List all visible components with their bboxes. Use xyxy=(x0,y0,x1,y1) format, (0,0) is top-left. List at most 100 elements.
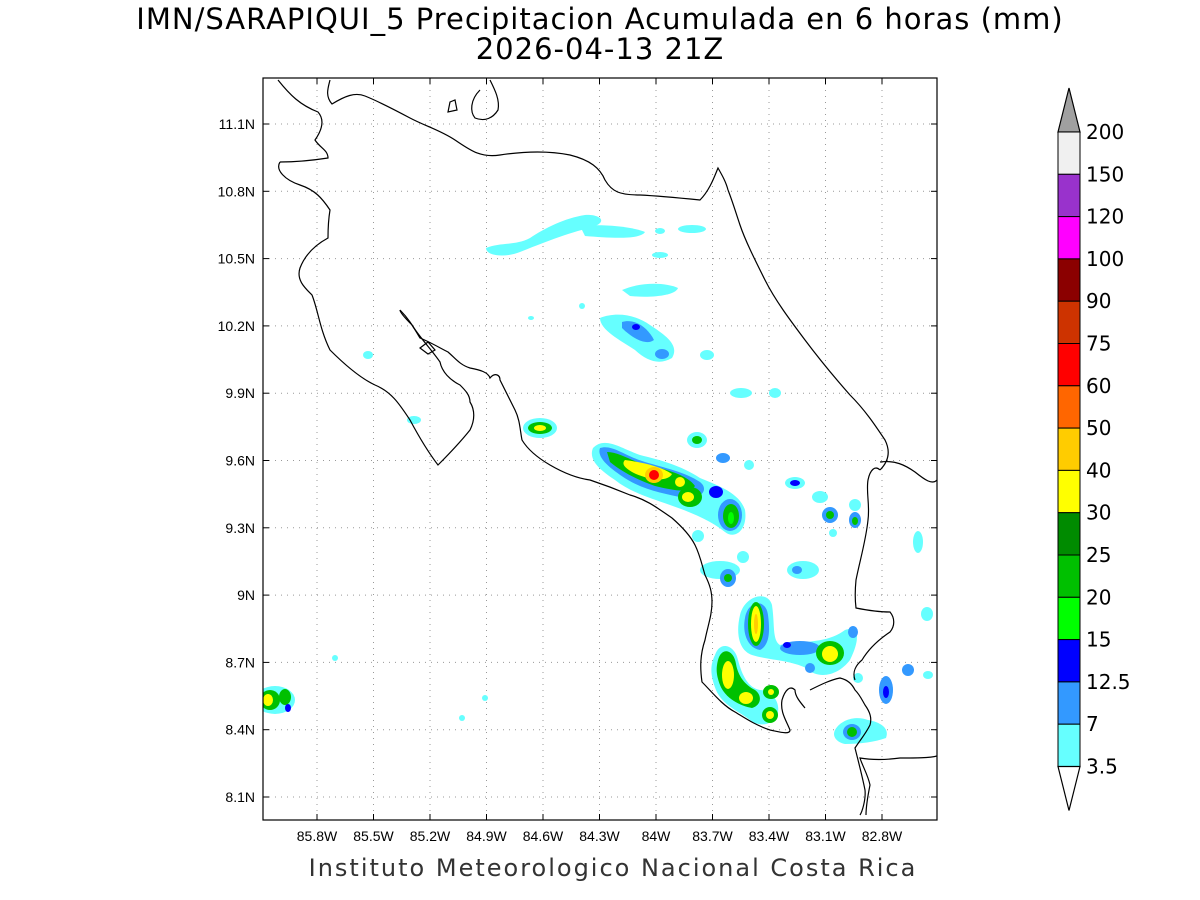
rain-area xyxy=(655,228,665,234)
lat-tick-label: 11.1N xyxy=(219,116,255,132)
rain-area xyxy=(622,321,654,343)
colorbar-segment xyxy=(1057,554,1081,598)
lon-tick-label: 84.9W xyxy=(466,828,507,844)
colorbar-label: 75 xyxy=(1086,332,1111,356)
rain-area xyxy=(678,225,706,233)
colorbar-segment xyxy=(1057,512,1081,556)
rain-area xyxy=(783,642,791,648)
colorbar-label: 7 xyxy=(1086,712,1099,736)
rain-area xyxy=(263,694,273,706)
rain-area xyxy=(652,252,668,258)
rain-area xyxy=(754,614,758,634)
rain-area xyxy=(482,695,488,701)
rain-area xyxy=(768,689,774,695)
colorbar-segment xyxy=(1057,596,1081,641)
precipitation-field xyxy=(263,214,933,744)
institution-footer: Instituto Meteorologico Nacional Costa R… xyxy=(308,854,918,882)
lon-tick-label: 85.5W xyxy=(353,828,394,844)
colorbar-label: 90 xyxy=(1086,289,1111,313)
rain-area xyxy=(682,492,694,502)
rain-area xyxy=(716,453,730,463)
coastlines xyxy=(277,79,937,816)
colorbar-segment xyxy=(1057,723,1081,768)
rain-area xyxy=(848,626,858,638)
colorbar-label: 100 xyxy=(1086,247,1124,271)
rain-area xyxy=(766,711,774,719)
rain-area xyxy=(486,214,602,256)
lat-tick-label: 8.7N xyxy=(225,654,255,670)
colorbar-label: 50 xyxy=(1086,416,1111,440)
colorbar-min-arrow xyxy=(1057,765,1081,811)
rain-area xyxy=(700,350,714,360)
colorbar-label: 150 xyxy=(1086,162,1124,186)
rain-area xyxy=(622,283,678,297)
rain-area xyxy=(826,511,834,519)
colorbar-segment xyxy=(1057,385,1081,429)
lon-tick-label: 84.6W xyxy=(523,828,564,844)
colorbar-label: 60 xyxy=(1086,374,1111,398)
rain-area xyxy=(407,416,421,424)
colorbar-max-arrow xyxy=(1057,87,1081,133)
rain-area xyxy=(921,607,933,621)
lon-tick-label: 83.1W xyxy=(805,828,846,844)
colorbar: 200 150 120 100 90 75 60 50 40 30 25 20 15 12.5 7 3.5 xyxy=(1057,87,1131,811)
lon-tick-label: 83.4W xyxy=(749,828,790,844)
rain-area xyxy=(728,512,734,524)
lat-tick-label: 8.4N xyxy=(225,722,255,738)
rain-area xyxy=(459,715,465,721)
colorbar-segment xyxy=(1057,300,1081,345)
rain-area xyxy=(739,692,753,704)
rain-area xyxy=(913,531,923,553)
rain-area xyxy=(363,351,373,359)
rain-area xyxy=(829,529,837,537)
rain-area xyxy=(769,388,781,398)
rain-area xyxy=(534,425,546,431)
colorbar-label: 30 xyxy=(1086,501,1111,525)
lat-tick-label: 8.1N xyxy=(225,789,255,805)
rain-area xyxy=(790,480,800,486)
lon-tick-label: 84W xyxy=(642,828,672,844)
rain-area xyxy=(724,574,732,582)
rain-area xyxy=(675,477,685,487)
rain-area xyxy=(285,704,291,712)
colorbar-label: 15 xyxy=(1086,628,1111,652)
rain-area xyxy=(692,436,702,444)
colorbar-segment xyxy=(1057,427,1081,471)
lat-tick-label: 10.5N xyxy=(218,251,255,267)
lon-tick-label: 84.3W xyxy=(579,828,620,844)
rain-area xyxy=(730,388,752,398)
axis-ticks: 11.1N 10.8N 10.5N 10.2N 9.9N 9.6N 9.3N 9N 8.7N 8.… xyxy=(218,78,937,844)
map-frame xyxy=(262,77,938,821)
rain-area xyxy=(902,664,914,676)
rain-area xyxy=(655,349,669,359)
colorbar-segment xyxy=(1057,216,1081,260)
map-timestamp: 2026-04-13 21Z xyxy=(475,32,725,66)
rain-area xyxy=(923,671,933,679)
rain-area xyxy=(792,566,802,574)
colorbar-label: 20 xyxy=(1086,585,1111,609)
colorbar-segment xyxy=(1057,131,1081,175)
rain-area xyxy=(649,470,659,480)
lat-tick-label: 10.2N xyxy=(218,318,255,334)
colorbar-label: 3.5 xyxy=(1086,755,1118,779)
rain-area xyxy=(279,689,291,705)
rain-area xyxy=(332,655,338,661)
lon-tick-label: 82.8W xyxy=(862,828,903,844)
lon-tick-label: 83.7W xyxy=(692,828,733,844)
colorbar-label: 25 xyxy=(1086,543,1111,567)
colorbar-label: 120 xyxy=(1086,205,1124,229)
colorbar-segment xyxy=(1057,173,1081,218)
rain-area xyxy=(709,486,723,498)
rain-area xyxy=(849,499,861,511)
lat-tick-label: 9.3N xyxy=(225,520,255,536)
lon-tick-label: 85.2W xyxy=(410,828,451,844)
colorbar-segment xyxy=(1057,258,1081,302)
lat-tick-label: 10.8N xyxy=(218,183,255,199)
lon-tick-label: 85.8W xyxy=(297,828,338,844)
rain-area xyxy=(737,551,749,563)
lat-tick-label: 9.9N xyxy=(225,385,255,401)
colorbar-label: 200 xyxy=(1086,120,1124,144)
colorbar-segment xyxy=(1057,681,1081,725)
rain-area xyxy=(852,517,858,525)
